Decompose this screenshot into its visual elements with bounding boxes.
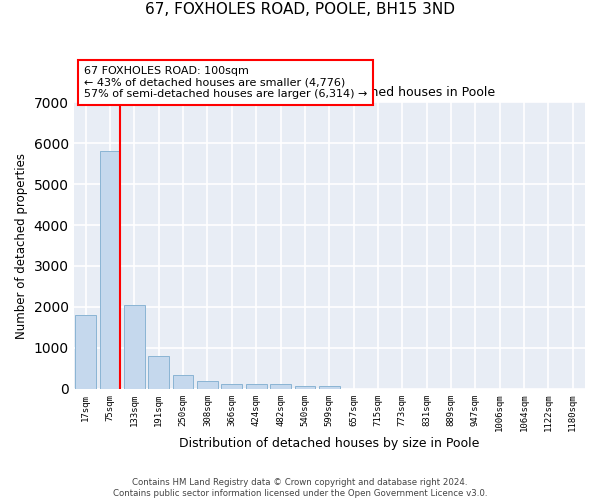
Bar	[295, 386, 315, 389]
Bar	[270, 384, 291, 389]
Bar	[221, 384, 242, 389]
X-axis label: Distribution of detached houses by size in Poole: Distribution of detached houses by size …	[179, 437, 479, 450]
Bar	[76, 315, 96, 389]
Title: Size of property relative to detached houses in Poole: Size of property relative to detached ho…	[164, 86, 495, 100]
Text: Contains HM Land Registry data © Crown copyright and database right 2024.
Contai: Contains HM Land Registry data © Crown c…	[113, 478, 487, 498]
Bar	[148, 356, 169, 389]
Bar	[124, 305, 145, 389]
Y-axis label: Number of detached properties: Number of detached properties	[15, 152, 28, 338]
Bar	[246, 384, 266, 389]
Bar	[197, 381, 218, 389]
Text: 67 FOXHOLES ROAD: 100sqm
← 43% of detached houses are smaller (4,776)
57% of sem: 67 FOXHOLES ROAD: 100sqm ← 43% of detach…	[84, 66, 367, 99]
Bar	[173, 374, 193, 389]
Bar	[319, 386, 340, 389]
Text: 67, FOXHOLES ROAD, POOLE, BH15 3ND: 67, FOXHOLES ROAD, POOLE, BH15 3ND	[145, 2, 455, 18]
Bar	[100, 151, 121, 389]
